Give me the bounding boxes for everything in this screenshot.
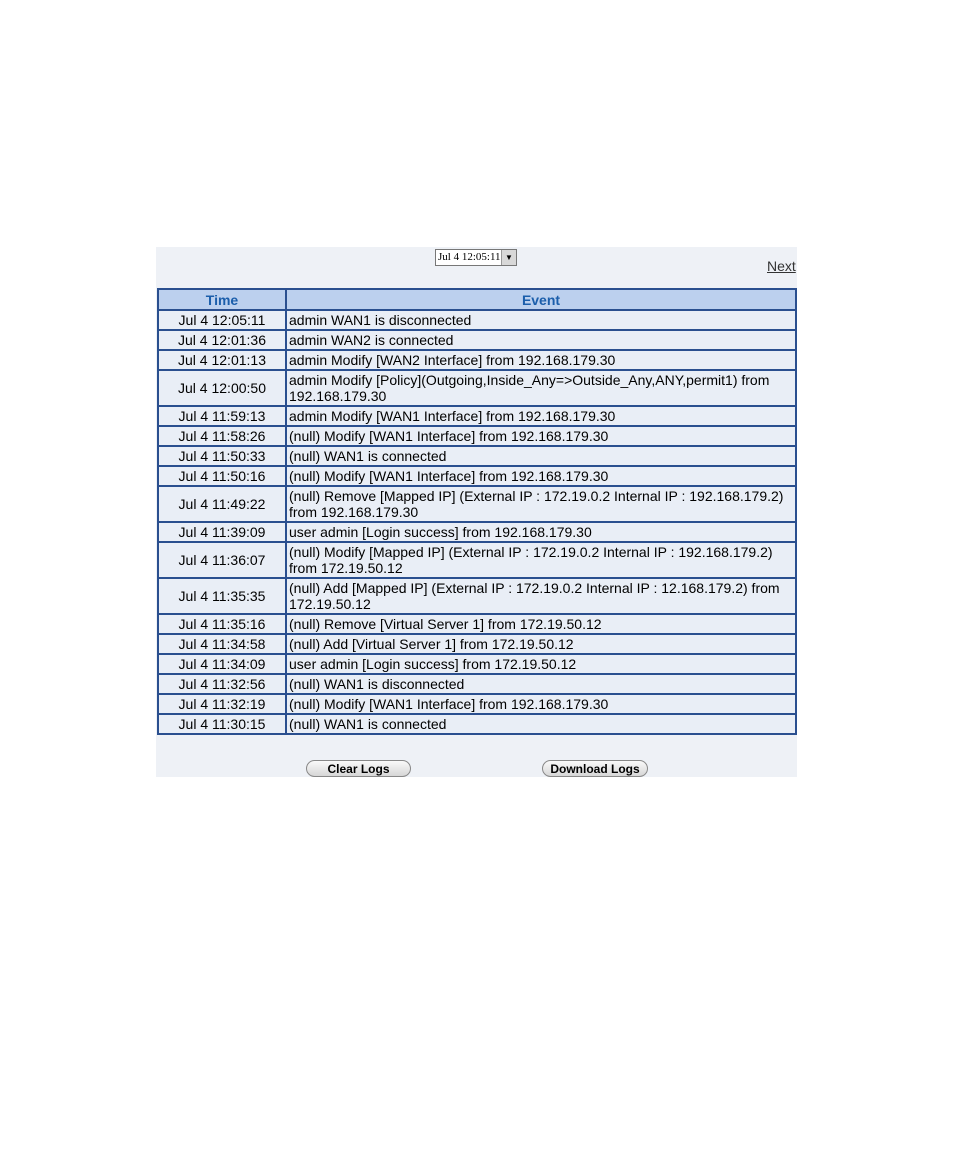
log-event: user admin [Login success] from 172.19.5… [285,653,797,675]
log-row: Jul 4 11:36:07 (null) Modify [Mapped IP] … [157,541,797,579]
log-time: Jul 4 12:05:11 [157,309,287,331]
log-time: Jul 4 11:59:13 [157,405,287,427]
select-arrow[interactable]: ▼ [501,250,516,265]
log-event: (null) Remove [Mapped IP] (External IP :… [285,485,797,523]
download-logs-button[interactable]: Download Logs [542,760,648,777]
log-event: (null) Remove [Virtual Server 1] from 17… [285,613,797,635]
log-event: user admin [Login success] from 192.168.… [285,521,797,543]
log-time: Jul 4 11:34:09 [157,653,287,675]
log-time: Jul 4 11:32:56 [157,673,287,695]
log-body: Jul 4 12:05:11 admin WAN1 is disconnected… [157,309,797,735]
log-row: Jul 4 12:05:11 admin WAN1 is disconnected [157,309,797,331]
next-link[interactable]: Next [767,258,796,274]
log-row: Jul 4 11:32:56 (null) WAN1 is disconnecte… [157,673,797,695]
log-row: Jul 4 12:00:50 admin Modify [Policy](Outg… [157,369,797,407]
log-event: (null) WAN1 is disconnected [285,673,797,695]
select-text: Jul 4 12:05:11 [438,251,501,263]
column-header: Time [157,288,287,311]
log-row: Jul 4 11:35:16 (null) Remove [Virtual Ser… [157,613,797,635]
log-time: Jul 4 11:35:16 [157,613,287,635]
log-row: Jul 4 11:59:13 admin Modify [WAN1 Interfa… [157,405,797,427]
log-row: Jul 4 11:50:33 (null) WAN1 is connected [157,445,797,467]
log-time: Jul 4 12:00:50 [157,369,287,407]
log-row: Jul 4 11:58:26 (null) Modify [WAN1 Interf… [157,425,797,447]
date-select[interactable]: Jul 4 12:05:11 ▼ [435,249,517,266]
log-event: (null) Modify [WAN1 Interface] from 192.… [285,425,797,447]
log-event: admin Modify [WAN2 Interface] from 192.1… [285,349,797,371]
log-event: (null) Add [Virtual Server 1] from 172.1… [285,633,797,655]
log-row: Jul 4 11:32:19 (null) Modify [WAN1 Interf… [157,693,797,715]
log-row: Jul 4 11:34:09 user admin [Login success]… [157,653,797,675]
log-time: Jul 4 11:39:09 [157,521,287,543]
clear-logs-button[interactable]: Clear Logs [306,760,411,777]
log-time: Jul 4 11:32:19 [157,693,287,715]
log-table: Time Event Jul 4 12:05:11 admin WAN1 is d… [157,288,797,735]
log-row: Jul 4 11:30:15 (null) WAN1 is connected [157,713,797,735]
log-row: Jul 4 12:01:13 admin Modify [WAN2 Interfa… [157,349,797,371]
log-event: (null) Modify [Mapped IP] (External IP :… [285,541,797,579]
log-event: (null) Add [Mapped IP] (External IP : 17… [285,577,797,615]
log-event: (null) Modify [WAN1 Interface] from 192.… [285,465,797,487]
log-row: Jul 4 12:01:36 admin WAN2 is connected [157,329,797,351]
log-time: Jul 4 12:01:36 [157,329,287,351]
header-row: Time Event [157,288,797,311]
log-time: Jul 4 11:50:33 [157,445,287,467]
log-row: Jul 4 11:34:58 (null) Add [Virtual Server… [157,633,797,655]
log-panel: Jul 4 12:05:11 ▼ Next Time Event Jul 4 12… [156,247,797,777]
log-event: admin Modify [Policy](Outgoing,Inside_An… [285,369,797,407]
log-time: Jul 4 11:35:35 [157,577,287,615]
log-time: Jul 4 11:30:15 [157,713,287,735]
log-row: Jul 4 11:35:35 (null) Add [Mapped IP] (Ex… [157,577,797,615]
log-event: (null) Modify [WAN1 Interface] from 192.… [285,693,797,715]
log-row: Jul 4 11:49:22 (null) Remove [Mapped IP] … [157,485,797,523]
column-header: Event [285,288,797,311]
log-event: admin WAN1 is disconnected [285,309,797,331]
log-time: Jul 4 11:34:58 [157,633,287,655]
log-event: (null) WAN1 is connected [285,445,797,467]
log-time: Jul 4 12:01:13 [157,349,287,371]
log-time: Jul 4 11:50:16 [157,465,287,487]
log-event: admin Modify [WAN1 Interface] from 192.1… [285,405,797,427]
log-time: Jul 4 11:36:07 [157,541,287,579]
log-time: Jul 4 11:58:26 [157,425,287,447]
log-row: Jul 4 11:50:16 (null) Modify [WAN1 Interf… [157,465,797,487]
log-row: Jul 4 11:39:09 user admin [Login success]… [157,521,797,543]
log-event: (null) WAN1 is connected [285,713,797,735]
log-time: Jul 4 11:49:22 [157,485,287,523]
log-event: admin WAN2 is connected [285,329,797,351]
